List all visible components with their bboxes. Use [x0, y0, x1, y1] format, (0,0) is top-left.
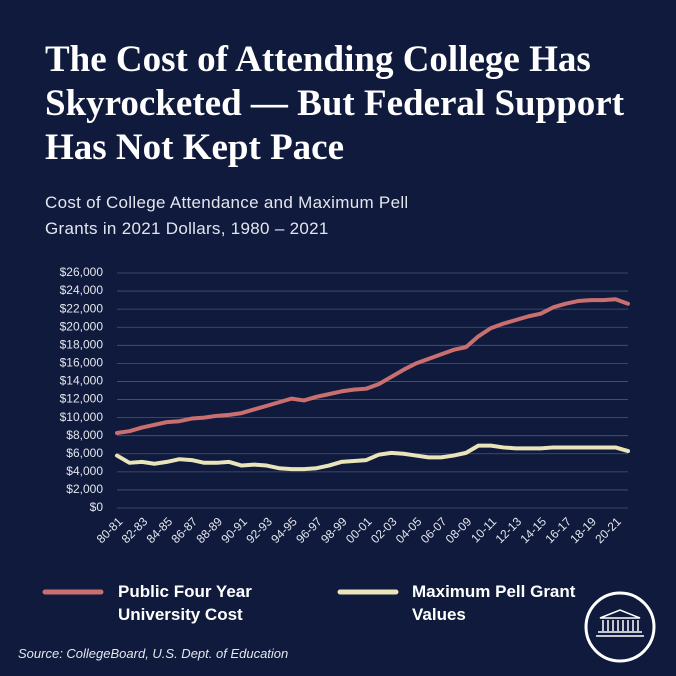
seal: [584, 591, 656, 663]
x-tick-label: 90-91: [218, 514, 250, 546]
x-tick-label: 12-13: [493, 514, 525, 546]
y-tick-label: $0: [90, 500, 104, 514]
x-tick-label: 92-93: [243, 514, 275, 546]
x-tick-label: 08-09: [443, 514, 475, 546]
x-tick-label: 84-85: [144, 514, 176, 546]
y-tick-label: $22,000: [60, 301, 104, 315]
y-tick-label: $18,000: [60, 337, 104, 351]
source-note: Source: CollegeBoard, U.S. Dept. of Educ…: [18, 646, 289, 661]
x-tick-label: 94-95: [268, 514, 300, 546]
y-tick-label: $8,000: [66, 428, 103, 442]
data-line: [115, 297, 630, 435]
chart-title: The Cost of Attending College Has Skyroc…: [45, 39, 625, 168]
y-tick-label: $12,000: [60, 392, 104, 406]
y-tick-label: $14,000: [60, 374, 104, 388]
x-tick-label: 82-83: [119, 514, 151, 546]
legend-label: Maximum Pell Grant Values: [412, 582, 576, 624]
legend-label: Public Four Year University Cost: [118, 582, 252, 624]
y-tick-label: $26,000: [60, 265, 104, 279]
chart-subtitle: Cost of College Attendance and Maximum P…: [45, 193, 409, 238]
x-tick-label: 04-05: [393, 514, 425, 546]
x-tick-label: 16-17: [542, 514, 574, 546]
x-tick-label: 80-81: [94, 514, 126, 546]
y-tick-label: $24,000: [60, 283, 104, 297]
x-tick-label: 00-01: [343, 514, 375, 546]
y-tick-label: $4,000: [66, 464, 103, 478]
x-tick-label: 14-15: [518, 514, 550, 546]
x-tick-label: 20-21: [592, 514, 624, 546]
y-tick-label: $10,000: [60, 410, 104, 424]
x-tick-label: 86-87: [169, 514, 201, 546]
y-tick-label: $2,000: [66, 482, 103, 496]
x-tick-label: 96-97: [293, 514, 325, 546]
x-tick-label: 02-03: [368, 514, 400, 546]
x-tick-label: 18-19: [567, 514, 599, 546]
y-tick-label: $20,000: [60, 319, 104, 333]
x-tick-label: 88-89: [193, 514, 225, 546]
y-tick-label: $6,000: [66, 446, 103, 460]
x-tick-label: 98-99: [318, 514, 350, 546]
x-tick-label: 06-07: [418, 514, 450, 546]
data-line: [115, 443, 630, 472]
y-tick-label: $16,000: [60, 356, 104, 370]
x-tick-label: 10-11: [468, 514, 499, 545]
